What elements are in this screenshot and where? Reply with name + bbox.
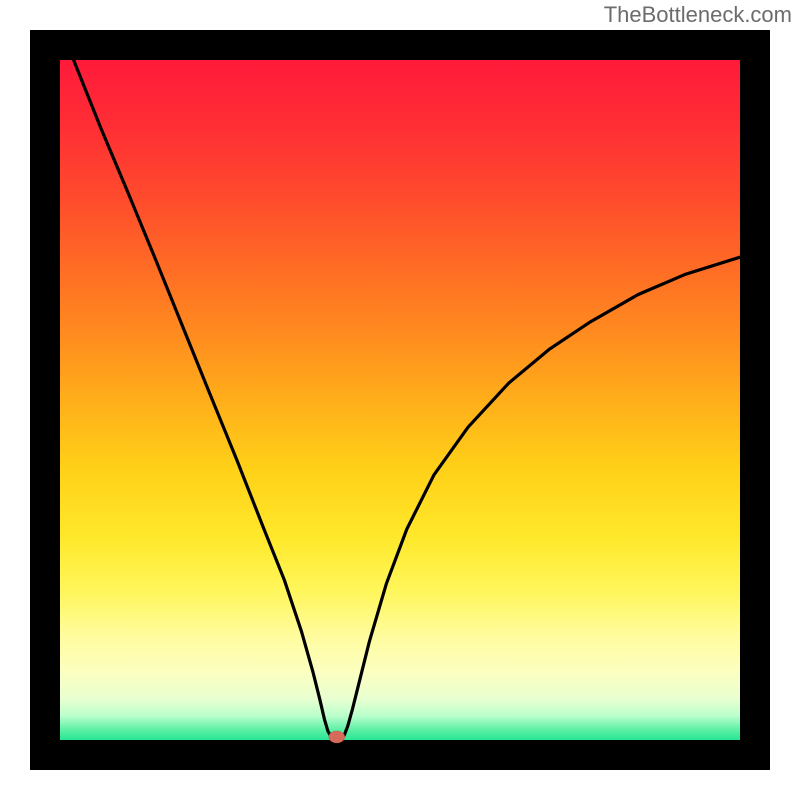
gradient-background <box>60 60 740 740</box>
optimal-point-marker <box>329 731 345 743</box>
chart-container: { "canvas": { "width": 800, "height": 80… <box>0 0 800 800</box>
chart-svg <box>0 0 800 800</box>
